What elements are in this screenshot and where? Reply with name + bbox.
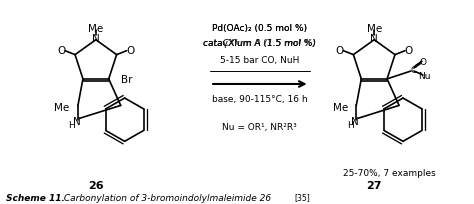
Text: N: N (351, 116, 359, 126)
Text: Carbonylation of 3-bromoindolylmaleimide 26: Carbonylation of 3-bromoindolylmaleimide… (61, 193, 271, 202)
Text: 25-70%, 7 examples: 25-70%, 7 examples (343, 168, 436, 177)
Text: Me: Me (333, 103, 348, 113)
Text: Nu = OR¹, NR²R³: Nu = OR¹, NR²R³ (222, 122, 297, 131)
Text: Br: Br (121, 74, 132, 84)
Text: O: O (127, 45, 135, 55)
Text: Scheme 11.: Scheme 11. (6, 193, 65, 202)
Text: N: N (92, 34, 100, 43)
Text: Nu: Nu (419, 72, 431, 81)
Text: Me: Me (88, 24, 103, 34)
Text: [35]: [35] (295, 193, 310, 202)
Text: 27: 27 (366, 180, 382, 190)
Text: H: H (69, 120, 75, 129)
Text: cataCXlum A (1.5 mol %): cataCXlum A (1.5 mol %) (203, 39, 317, 48)
Text: Pd(OAc)₂ (0.5 mol %): Pd(OAc)₂ (0.5 mol %) (212, 24, 308, 33)
Text: 26: 26 (88, 180, 104, 190)
Text: N: N (370, 34, 378, 43)
Text: Pd(OAc)₂ (0.5 mol %): Pd(OAc)₂ (0.5 mol %) (212, 24, 308, 33)
Text: H: H (347, 120, 354, 129)
Text: O: O (419, 57, 427, 66)
Text: C: C (411, 65, 417, 74)
Text: N: N (73, 116, 81, 126)
Text: O: O (57, 45, 65, 55)
Text: Me: Me (55, 103, 70, 113)
Text: Me: Me (366, 24, 382, 34)
Text: O: O (336, 45, 344, 55)
Text: O: O (405, 45, 413, 55)
Text: 5-15 bar CO, NuH: 5-15 bar CO, NuH (220, 56, 300, 65)
Text: cataγXlum A (1.5 mol %): cataγXlum A (1.5 mol %) (203, 39, 316, 48)
Text: base, 90-115°C, 16 h: base, 90-115°C, 16 h (212, 95, 308, 104)
